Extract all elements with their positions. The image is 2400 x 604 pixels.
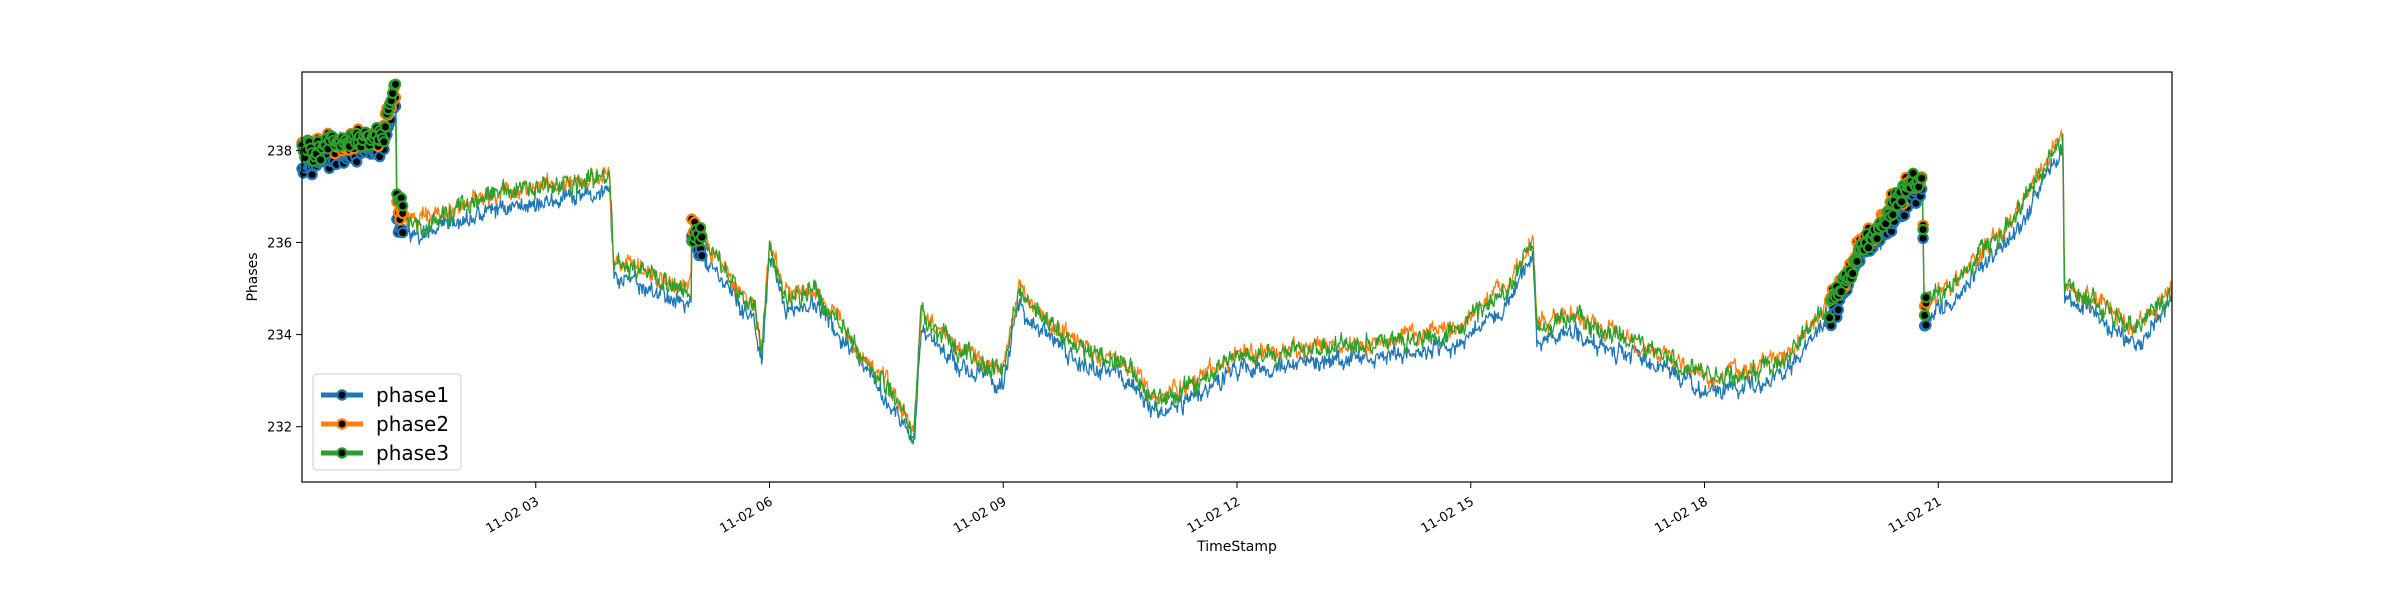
plot-area-frame bbox=[301, 71, 2173, 483]
legend: phase1 phase2 phase3 bbox=[312, 373, 462, 471]
data-point-marker bbox=[397, 200, 409, 212]
data-point-marker bbox=[696, 249, 708, 262]
y-tick-label: 232 bbox=[267, 421, 292, 436]
data-point-marker bbox=[1851, 255, 1863, 268]
series-line-phase1 bbox=[302, 102, 2173, 442]
legend-marker-phase1 bbox=[336, 389, 348, 401]
data-point-marker bbox=[315, 154, 327, 166]
x-tick-label: 11-02 18 bbox=[1652, 494, 1710, 536]
y-axis: 232 234 236 238 bbox=[267, 144, 302, 436]
series-line-phase3 bbox=[301, 83, 2173, 445]
legend-marker-phase2 bbox=[336, 418, 348, 430]
x-axis-label: TimeStamp bbox=[1196, 539, 1277, 555]
data-point-marker bbox=[351, 156, 363, 168]
x-tick-label: 11-02 06 bbox=[717, 494, 775, 536]
legend-label-phase1: phase1 bbox=[376, 383, 449, 407]
y-tick-label: 238 bbox=[267, 144, 292, 159]
x-tick-label: 11-02 12 bbox=[1185, 494, 1243, 536]
data-point-marker bbox=[397, 226, 409, 239]
series-lines bbox=[301, 83, 2173, 445]
data-point-marker bbox=[1823, 312, 1836, 324]
data-point-marker bbox=[1871, 232, 1883, 245]
legend-label-phase3: phase3 bbox=[376, 441, 449, 465]
x-tick-label: 11-02 21 bbox=[1886, 494, 1944, 536]
series-markers-phase3 bbox=[296, 78, 1932, 324]
series-markers bbox=[296, 78, 1932, 332]
data-point-marker bbox=[694, 221, 707, 234]
y-axis-label: Phases bbox=[245, 252, 261, 301]
data-point-marker bbox=[1832, 304, 1845, 316]
data-point-marker bbox=[696, 231, 708, 243]
series-markers-phase1 bbox=[296, 98, 1932, 332]
data-point-marker bbox=[1887, 208, 1899, 221]
data-point-marker bbox=[1920, 319, 1932, 331]
x-tick-label: 11-02 09 bbox=[951, 494, 1009, 536]
data-point-marker bbox=[1846, 267, 1859, 280]
data-point-marker bbox=[379, 121, 392, 133]
legend-label-phase2: phase2 bbox=[376, 412, 449, 436]
legend-box bbox=[312, 373, 462, 471]
legend-marker-phase3 bbox=[336, 447, 348, 459]
data-point-marker bbox=[1915, 172, 1928, 184]
data-point-marker bbox=[1917, 223, 1929, 236]
data-point-marker bbox=[389, 78, 402, 91]
x-axis: 11-02 03 11-02 06 11-02 09 11-02 12 11-02 15… bbox=[484, 482, 1944, 537]
data-point-marker bbox=[1918, 309, 1931, 321]
data-point-marker bbox=[378, 136, 390, 148]
data-point-marker bbox=[1895, 195, 1908, 208]
series-line-phase2 bbox=[301, 87, 2173, 435]
series-markers-phase2 bbox=[296, 82, 1932, 312]
data-point-marker bbox=[1835, 285, 1847, 298]
y-tick-label: 234 bbox=[267, 329, 292, 344]
y-tick-label: 236 bbox=[267, 236, 292, 251]
x-tick-label: 11-02 15 bbox=[1419, 494, 1477, 536]
x-tick-label: 11-02 03 bbox=[484, 494, 542, 536]
data-point-marker bbox=[1920, 291, 1932, 304]
